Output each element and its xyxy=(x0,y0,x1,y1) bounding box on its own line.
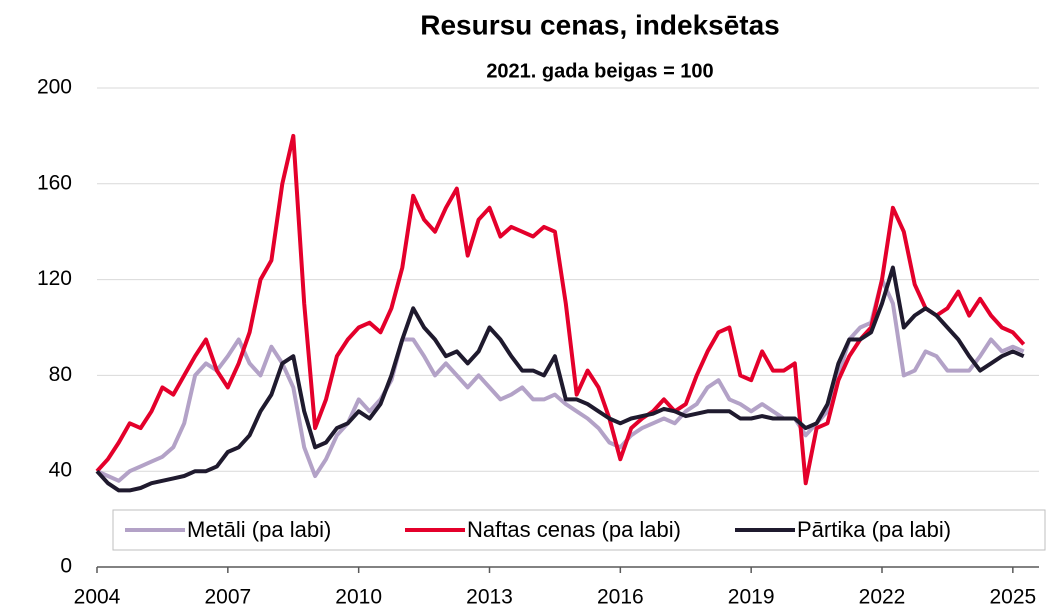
chart-title: Resursu cenas, indeksētas xyxy=(420,9,780,40)
y-tick-label: 120 xyxy=(37,267,72,290)
data-line xyxy=(95,265,1025,493)
chart-subtitle: 2021. gada beigas = 100 xyxy=(486,60,713,82)
x-tick-label: 2010 xyxy=(335,586,382,609)
y-tick-label: 80 xyxy=(49,363,72,386)
x-tick-label: 2016 xyxy=(597,586,644,609)
legend: Metāli (pa labi) Naftas cenas (pa labi) Pā… xyxy=(112,509,1046,551)
x-tick-label: 2004 xyxy=(74,586,121,609)
x-tick-label: 2013 xyxy=(466,586,513,609)
x-tick-label: 2019 xyxy=(728,586,775,609)
y-tick-label: 40 xyxy=(49,459,72,482)
y-tick-label: 200 xyxy=(37,76,72,99)
y-tick-label: 0 xyxy=(60,555,72,578)
x-tick-label: 2007 xyxy=(204,586,251,609)
x-tick-label: 2022 xyxy=(859,586,906,609)
legend-label: Naftas cenas (pa labi) xyxy=(467,517,681,542)
data-line xyxy=(96,277,1025,483)
legend-box xyxy=(112,509,1046,551)
legend-label: Metāli (pa labi) xyxy=(187,517,331,542)
legend-label: Pārtika (pa labi) xyxy=(797,517,951,542)
y-tick-label: 160 xyxy=(37,171,72,194)
x-tick-label: 2025 xyxy=(989,586,1036,609)
data-line xyxy=(95,133,1026,486)
